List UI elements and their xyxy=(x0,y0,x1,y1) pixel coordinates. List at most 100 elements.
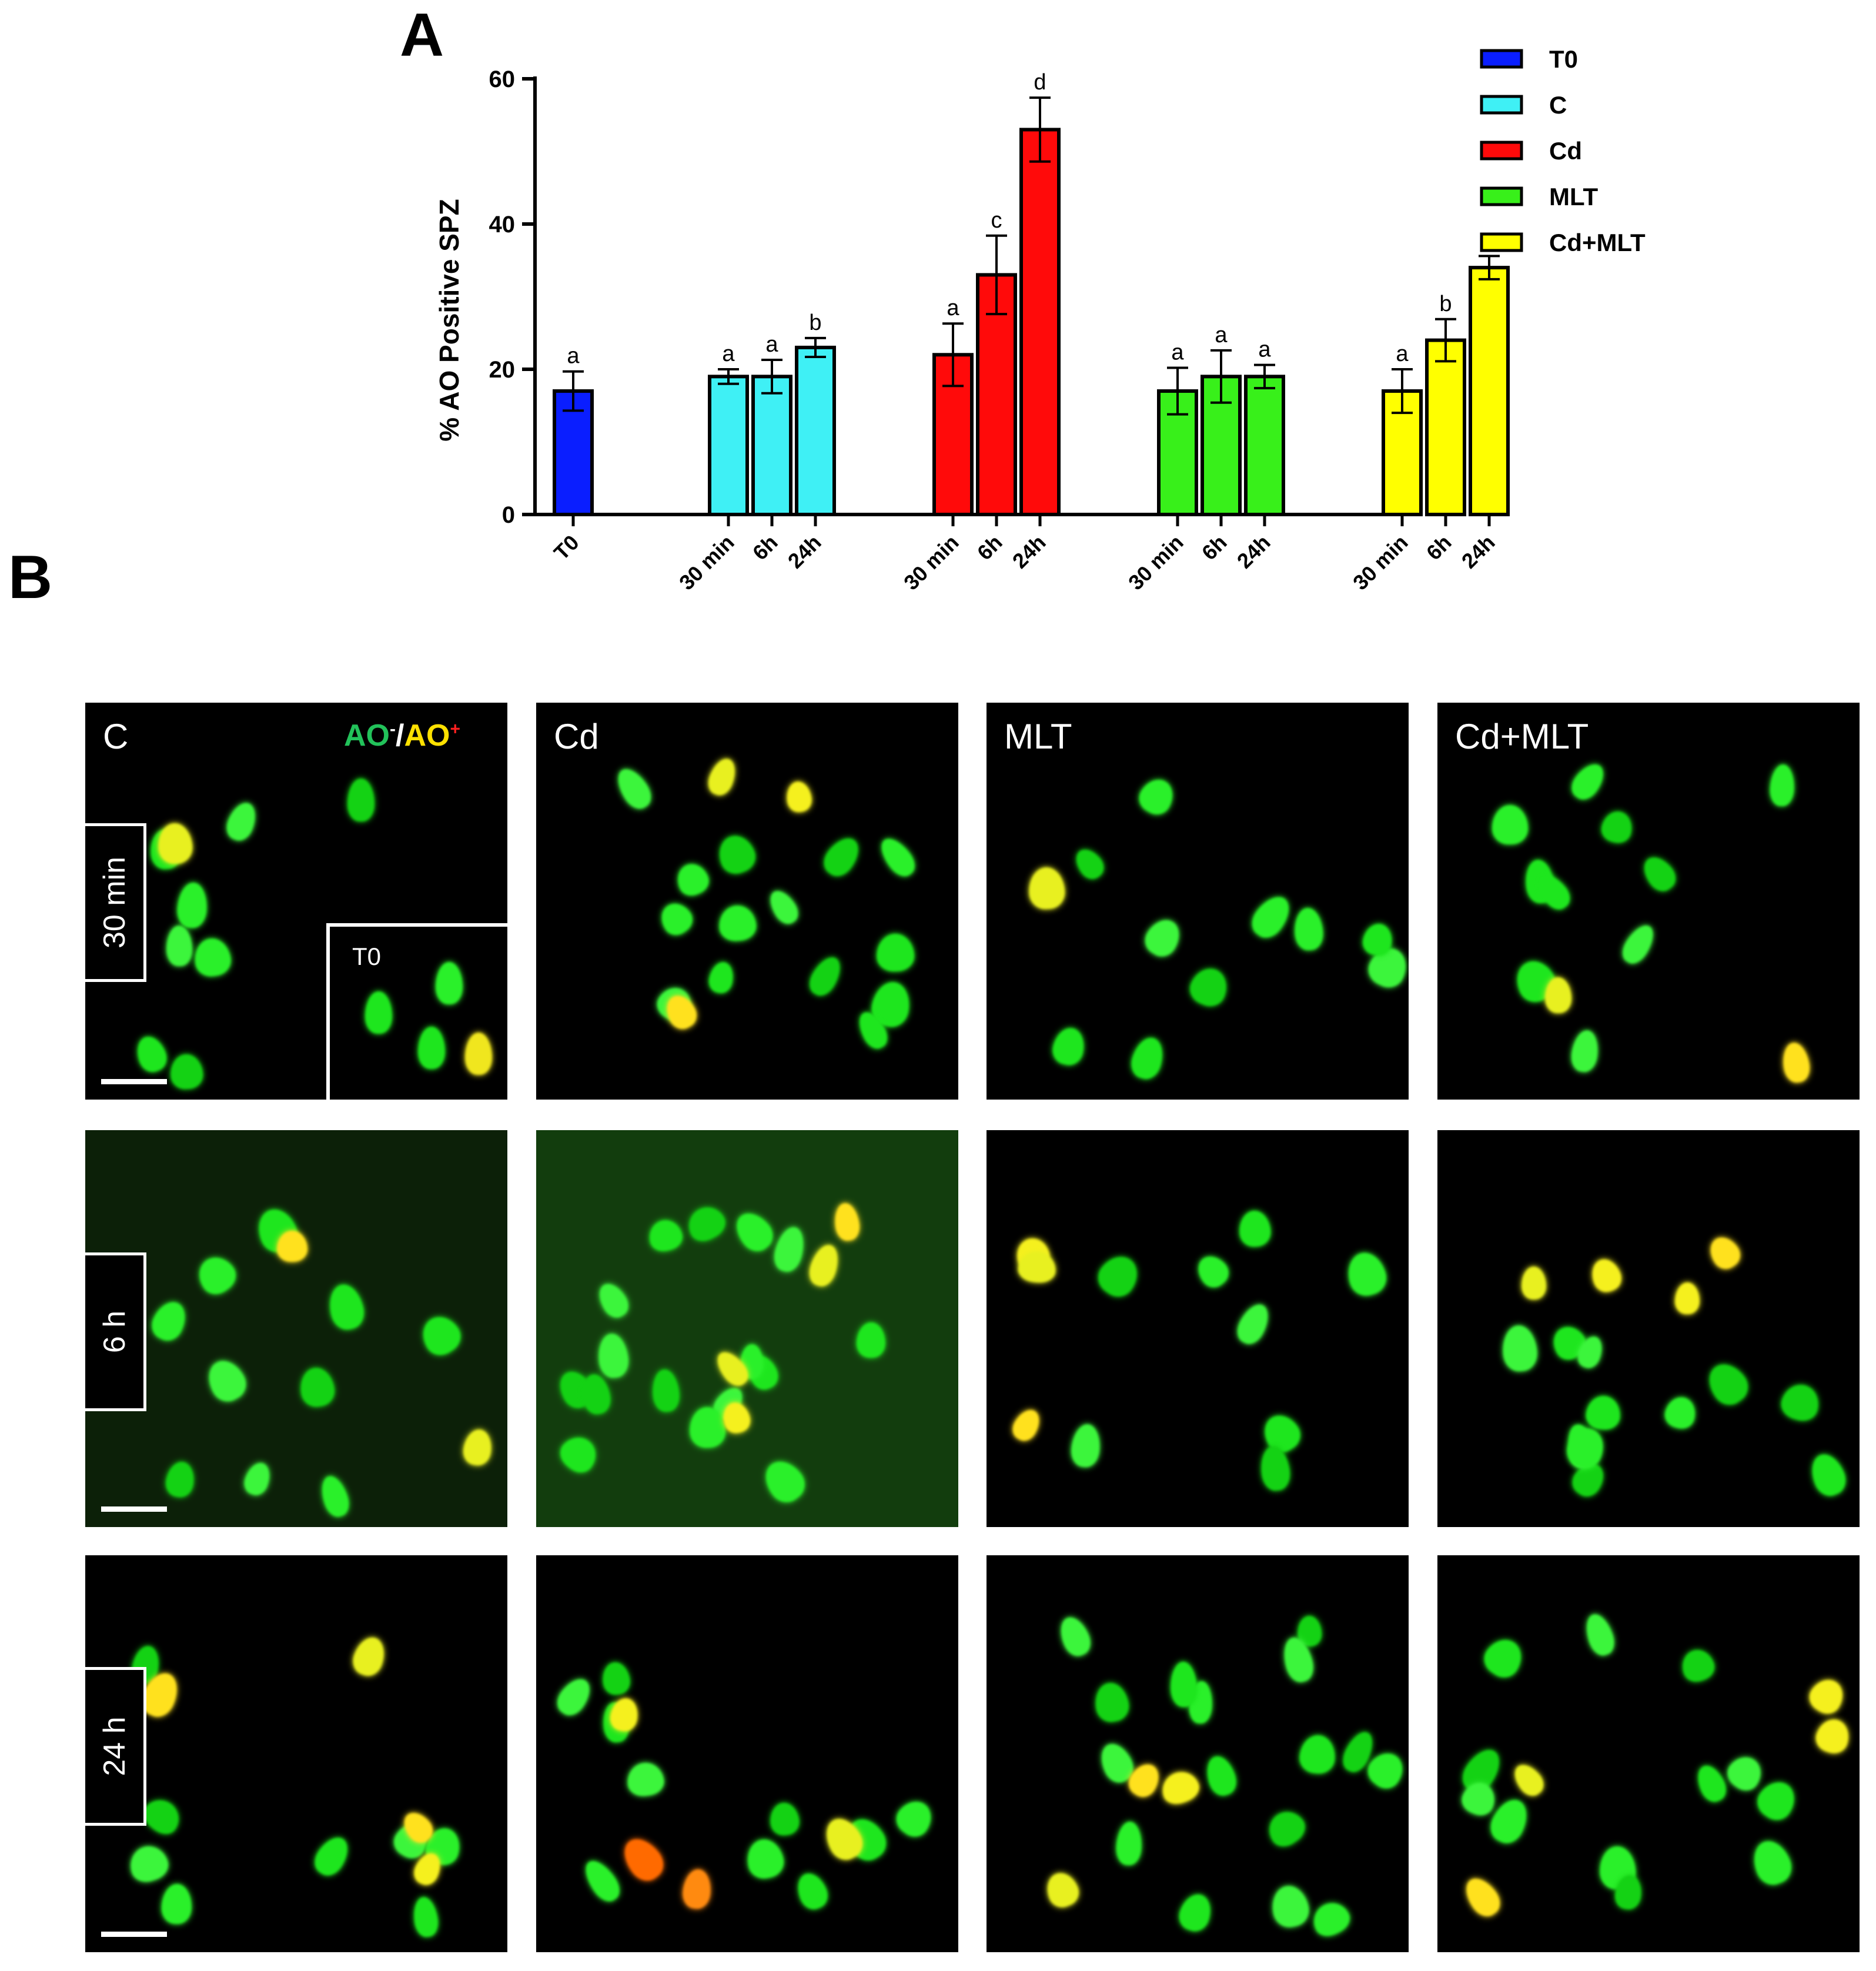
sperm-cell-green xyxy=(768,1801,801,1836)
sperm-cell-green xyxy=(297,1365,337,1409)
significance-letter: d xyxy=(1034,70,1046,95)
significance-letter: a xyxy=(722,342,735,366)
sperm-cell-green xyxy=(176,881,209,929)
row-label: 24 h xyxy=(85,1667,146,1826)
sperm-cell-green xyxy=(1584,1394,1622,1432)
row-label-text: 24 h xyxy=(97,1716,132,1776)
sperm-cell-green xyxy=(166,925,193,967)
sperm-cell-green xyxy=(1268,1882,1312,1930)
sperm-cell-green xyxy=(804,952,847,1001)
legend-label: Cd+MLT xyxy=(1549,229,1646,256)
ao-stain-legend: AO-/AO+ xyxy=(344,720,460,751)
sperm-cell-green xyxy=(672,858,713,900)
significance-letter: b xyxy=(1439,292,1452,316)
sperm-cell-green xyxy=(192,936,233,978)
t0-inset: T0 xyxy=(326,923,507,1100)
sperm-cell-green xyxy=(1678,1645,1718,1685)
row-label-text: 30 min xyxy=(97,856,132,949)
sperm-cell-green xyxy=(1569,1028,1601,1074)
sperm-cell-green xyxy=(1202,1752,1240,1799)
sperm-cell-green xyxy=(551,1673,597,1721)
y-tick-label: 40 xyxy=(489,212,516,238)
sperm-cell-green xyxy=(1777,1380,1823,1425)
sperm-cell-green xyxy=(1298,1733,1337,1775)
significance-letter: a xyxy=(1171,340,1184,365)
sperm-cell-green xyxy=(1262,1805,1311,1852)
sperm-cell-green xyxy=(578,1855,626,1907)
panel-label-b: B xyxy=(8,543,53,612)
sperm-cell-yellow xyxy=(1812,1715,1854,1758)
sperm-cell-green xyxy=(1751,1775,1803,1826)
sperm-cell-green xyxy=(1246,890,1297,944)
sperm-cell-green xyxy=(1701,1357,1755,1412)
legend-swatch xyxy=(1480,186,1523,206)
sperm-cell-green xyxy=(222,799,262,845)
row-label-text: 6 h xyxy=(97,1310,132,1354)
sperm-cell-green xyxy=(1169,1661,1198,1708)
sperm-cell-green xyxy=(125,1841,172,1886)
sperm-cell-yellow xyxy=(805,1241,844,1290)
sperm-cell-green xyxy=(1747,1835,1797,1890)
sperm-cell-green xyxy=(1175,1890,1216,1935)
sperm-cell-yellow xyxy=(1508,1759,1549,1800)
sperm-cell-inset xyxy=(418,1027,445,1069)
sperm-cell-yellow xyxy=(1459,1872,1506,1922)
sperm-cell-inset xyxy=(465,1033,492,1075)
sperm-cell-yellow xyxy=(616,1831,670,1887)
sperm-cell-green xyxy=(1566,758,1610,805)
sperm-cell-yellow xyxy=(1544,977,1572,1014)
sperm-cell-green xyxy=(714,830,760,878)
sperm-cell-green xyxy=(169,1053,205,1090)
micrograph-1-0 xyxy=(85,1130,507,1527)
y-tick-label: 0 xyxy=(502,502,515,528)
column-title: Cd xyxy=(554,717,599,756)
sperm-cell-yellow xyxy=(784,780,814,814)
sperm-cell-green xyxy=(146,1296,192,1345)
sperm-cell-green xyxy=(1722,1750,1768,1796)
sperm-cell-green xyxy=(1581,1611,1618,1659)
legend-label: C xyxy=(1549,91,1567,119)
sperm-cell-yellow xyxy=(1157,1766,1203,1809)
sperm-cell-yellow xyxy=(461,1428,494,1468)
sperm-cell-green xyxy=(1617,920,1660,968)
sperm-cell-green xyxy=(1769,763,1796,807)
sperm-cell-green xyxy=(1238,1210,1272,1248)
significance-letter: b xyxy=(809,310,821,335)
inset-label: T0 xyxy=(352,943,382,970)
sperm-cell-green xyxy=(764,886,803,928)
micrograph-2-3 xyxy=(1437,1555,1860,1952)
ao-neg-label: AO xyxy=(344,719,390,753)
legend-swatch xyxy=(1480,232,1523,252)
sperm-cell-green xyxy=(706,960,737,995)
significance-letter: a xyxy=(1215,323,1228,348)
significance-letter: a xyxy=(567,344,580,369)
sperm-cell-yellow xyxy=(1028,866,1066,910)
sperm-cell-green xyxy=(856,1322,886,1358)
y-tick-label: 60 xyxy=(489,66,516,92)
sperm-cell-green xyxy=(1293,907,1325,951)
sperm-cell-green xyxy=(600,1661,631,1697)
sperm-cell-green xyxy=(1692,1761,1731,1806)
sperm-cell-yellow xyxy=(276,1230,308,1262)
sperm-cell-green xyxy=(1134,773,1179,820)
sperm-cell-green xyxy=(1192,1250,1234,1293)
sperm-cell-green xyxy=(818,831,865,882)
sperm-cell-green xyxy=(650,1368,681,1413)
significance-letter: a xyxy=(947,296,959,320)
micrograph-2-0 xyxy=(85,1555,507,1952)
sperm-cell-green xyxy=(792,1869,832,1914)
bar xyxy=(1244,375,1285,516)
sperm-cell-green xyxy=(415,1309,467,1361)
sperm-cell-yellow xyxy=(704,755,741,799)
sperm-cell-green xyxy=(554,1430,603,1479)
legend-label: MLT xyxy=(1549,183,1599,211)
sperm-cell-green xyxy=(1491,804,1529,845)
sperm-cell-yellow xyxy=(1780,1041,1813,1085)
sperm-cell-green xyxy=(132,1032,171,1076)
sperm-cell-yellow xyxy=(349,1633,390,1680)
micrograph-0-3: Cd+MLT xyxy=(1437,703,1860,1100)
sperm-cell-green xyxy=(1070,843,1109,883)
significance-letter: a xyxy=(1258,338,1271,362)
